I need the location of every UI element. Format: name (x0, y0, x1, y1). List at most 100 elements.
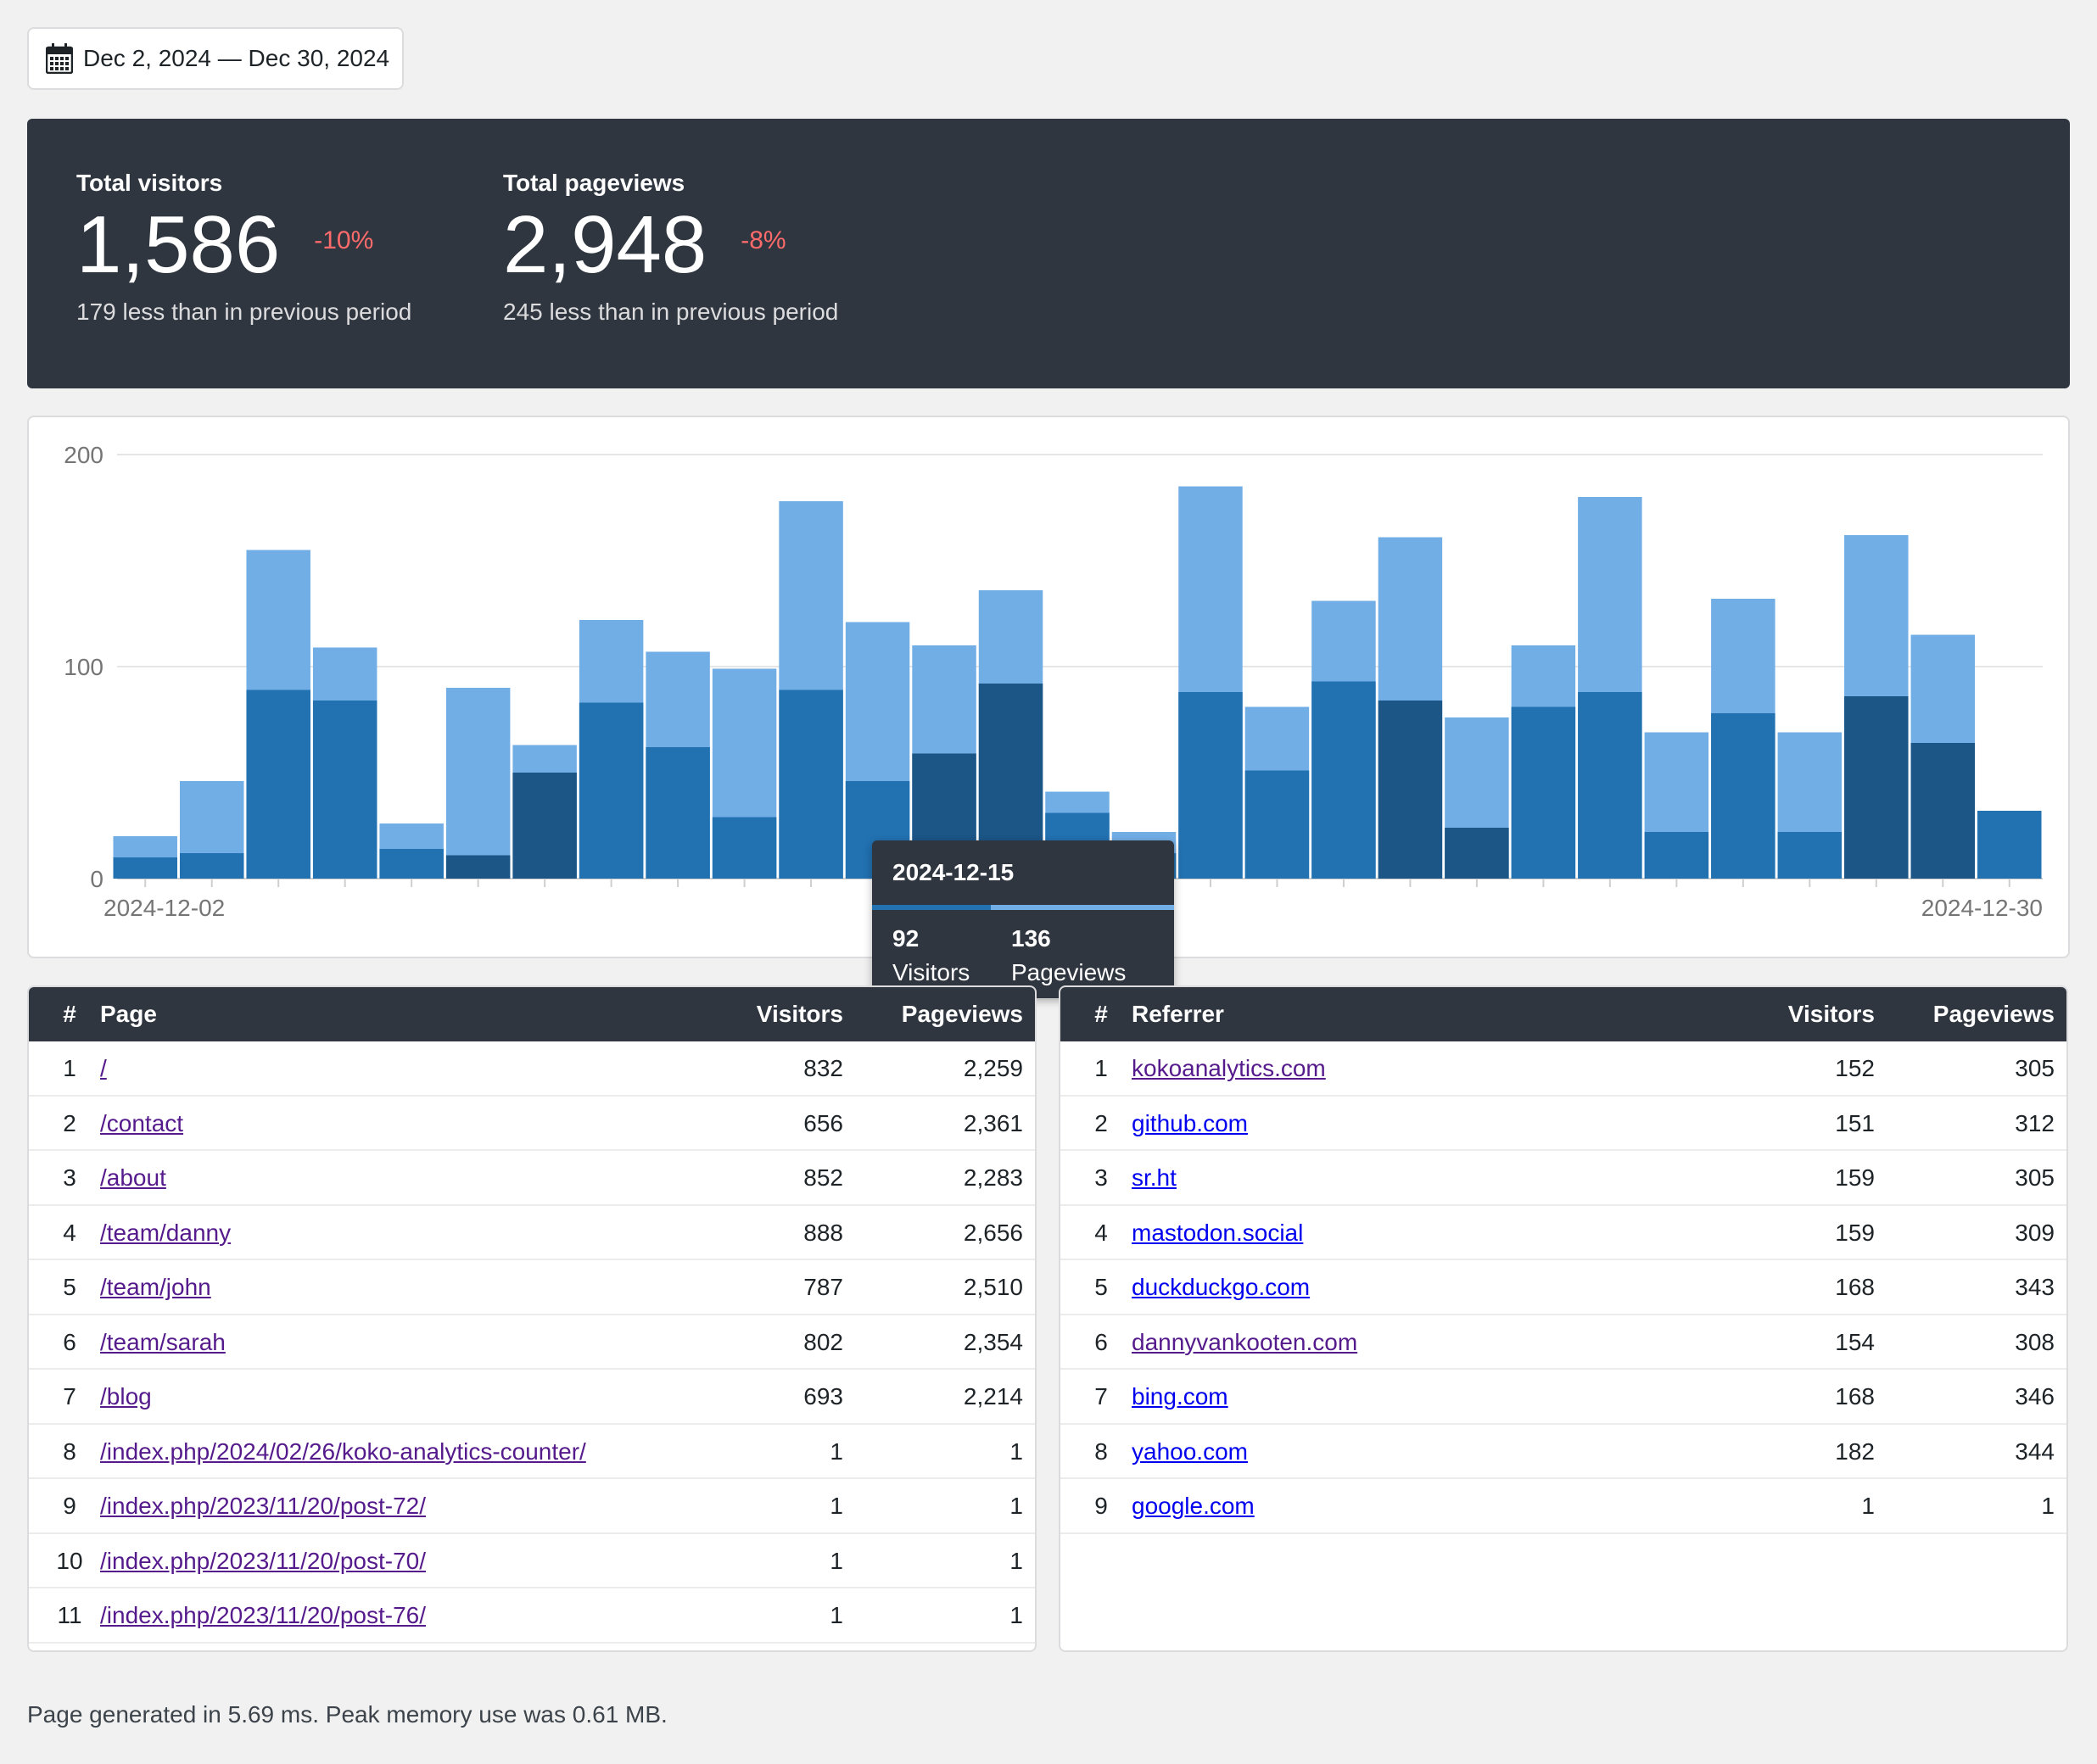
row-pageviews: 2,354 (963, 1328, 1023, 1355)
tooltip-visitors-label: Visitors (892, 959, 970, 985)
table-row: 5/team/john 787 2,510 (29, 1260, 1035, 1315)
row-number: 2 (63, 1109, 76, 1136)
row-link[interactable]: /index.php/2023/11/20/post-76/ (100, 1602, 427, 1628)
bar-visitors (246, 689, 310, 879)
row-link[interactable]: github.com (1132, 1109, 1248, 1136)
total-visitors-label: Total visitors (76, 170, 223, 196)
row-pageviews: 312 (2015, 1109, 2055, 1136)
bar-visitors (712, 817, 777, 879)
col-visitors: Visitors (756, 1001, 843, 1027)
col-number: # (63, 1001, 76, 1027)
y-tick-label: 200 (64, 442, 103, 468)
row-visitors: 1 (830, 1493, 843, 1519)
row-visitors: 154 (1835, 1328, 1875, 1355)
table-row: 6 dannyvankooten.com 154 308 (1060, 1315, 2066, 1370)
bar-visitors (579, 702, 644, 879)
bar-pageviews (445, 688, 511, 879)
table-row: 3 sr.ht 159 305 (1060, 1151, 2066, 1206)
row-pageviews: 305 (2015, 1164, 2055, 1191)
table-row: 9 google.com 1 1 (1060, 1479, 2066, 1534)
bar-visitors (113, 857, 177, 879)
row-number: 3 (63, 1164, 76, 1191)
row-link[interactable]: / (100, 1055, 107, 1081)
tooltip-pageviews-color (991, 905, 1174, 910)
row-link[interactable]: duckduckgo.com (1132, 1274, 1311, 1300)
row-link[interactable]: /contact (100, 1109, 184, 1136)
x-tick-label-last: 2024-12-30 (1921, 895, 2043, 921)
bar-visitors (512, 773, 577, 879)
row-number: 1 (1094, 1055, 1108, 1081)
tooltip-pageviews-value: 136 (1011, 925, 1051, 952)
col-referrer: Referrer (1132, 1001, 1224, 1027)
y-tick-label: 0 (90, 866, 103, 892)
table-row: 4 mastodon.social 159 309 (1060, 1206, 2066, 1260)
row-pageviews: 1 (1009, 1493, 1023, 1519)
total-visitors-value: 1,586 (76, 199, 281, 290)
table-row: 4/team/danny 888 2,656 (29, 1206, 1035, 1260)
row-link[interactable]: google.com (1132, 1493, 1255, 1519)
row-pageviews: 2,656 (963, 1219, 1023, 1246)
row-number: 10 (56, 1547, 83, 1574)
row-number: 2 (1094, 1109, 1108, 1136)
row-link[interactable]: sr.ht (1132, 1164, 1177, 1191)
row-number: 9 (1094, 1493, 1108, 1519)
row-link[interactable]: /team/john (100, 1274, 211, 1300)
row-visitors: 152 (1835, 1055, 1875, 1081)
row-link[interactable]: yahoo.com (1132, 1437, 1248, 1465)
row-number: 7 (1094, 1383, 1108, 1410)
row-link[interactable]: /about (100, 1164, 166, 1191)
bar-visitors (179, 853, 244, 879)
row-visitors: 656 (803, 1109, 843, 1136)
row-pageviews: 1 (1009, 1547, 1023, 1574)
date-range-button[interactable]: Dec 2, 2024 — Dec 30, 2024 (27, 27, 404, 90)
bar-visitors (646, 747, 710, 879)
total-visitors: Total visitors 1,586 -10% 179 less than … (76, 170, 411, 326)
bar-visitors (445, 855, 511, 879)
totals-panel: Total visitors 1,586 -10% 179 less than … (27, 119, 2070, 388)
total-pageviews-label: Total pageviews (503, 170, 685, 196)
row-pageviews: 2,214 (963, 1383, 1023, 1410)
row-number: 11 (57, 1602, 82, 1628)
visitors-pageviews-chart: 0 100 200 2024-12-02 2024-12-30 (64, 442, 2043, 921)
row-link[interactable]: /team/sarah (100, 1328, 226, 1355)
row-pageviews: 1 (2041, 1493, 2055, 1519)
bar-visitors (1311, 681, 1376, 879)
row-link[interactable]: /blog (100, 1383, 152, 1410)
row-visitors: 832 (803, 1055, 843, 1081)
bar-visitors (1511, 706, 1576, 879)
col-pageviews: Pageviews (1932, 1001, 2055, 1027)
row-pageviews: 344 (2015, 1437, 2055, 1465)
bar-visitors (1244, 770, 1310, 879)
pages-table-body: 1 / 832 2,259 2/contact 656 2,361 3/about 852 2,2… (29, 1041, 1035, 1644)
row-visitors: 693 (803, 1383, 843, 1410)
table-row: 7 bing.com 168 346 (1060, 1370, 2066, 1425)
row-visitors: 852 (803, 1164, 843, 1191)
tooltip-date: 2024-12-15 (892, 859, 1015, 885)
calendar-icon (46, 43, 73, 74)
row-number: 7 (63, 1383, 76, 1410)
bar-visitors (779, 689, 843, 879)
bar-visitors (379, 849, 444, 879)
row-link[interactable]: mastodon.social (1132, 1219, 1304, 1246)
row-link[interactable]: bing.com (1132, 1383, 1228, 1410)
row-link[interactable]: /index.php/2023/11/20/post-72/ (100, 1493, 427, 1519)
total-pageviews: Total pageviews 2,948 -8% 245 less than … (503, 170, 838, 326)
col-visitors: Visitors (1787, 1001, 1875, 1027)
row-number: 4 (1094, 1219, 1108, 1246)
table-row: 2 github.com 151 312 (1060, 1097, 2066, 1151)
row-link[interactable]: /team/danny (100, 1219, 232, 1246)
row-link[interactable]: kokoanalytics.com (1132, 1055, 1326, 1081)
bar-visitors (1977, 811, 2042, 879)
row-visitors: 888 (803, 1219, 843, 1246)
row-visitors: 1 (830, 1602, 843, 1628)
bar-visitors (1844, 696, 1909, 879)
row-pageviews: 346 (2015, 1383, 2055, 1410)
tooltip-visitors-value: 92 (892, 925, 920, 952)
total-visitors-subtext: 179 less than in previous period (76, 299, 412, 325)
row-link[interactable]: dannyvankooten.com (1132, 1328, 1358, 1355)
chart-tooltip: 2024-12-15 92 Visitors 136 Pageviews (872, 840, 1174, 1008)
row-link[interactable]: /index.php/2024/02/26/koko-analytics-cou… (100, 1437, 586, 1465)
row-link[interactable]: /index.php/2023/11/20/post-70/ (100, 1547, 427, 1574)
referrers-table-header: # Referrer Visitors Pageviews (1060, 987, 2066, 1041)
row-number: 4 (63, 1219, 76, 1246)
